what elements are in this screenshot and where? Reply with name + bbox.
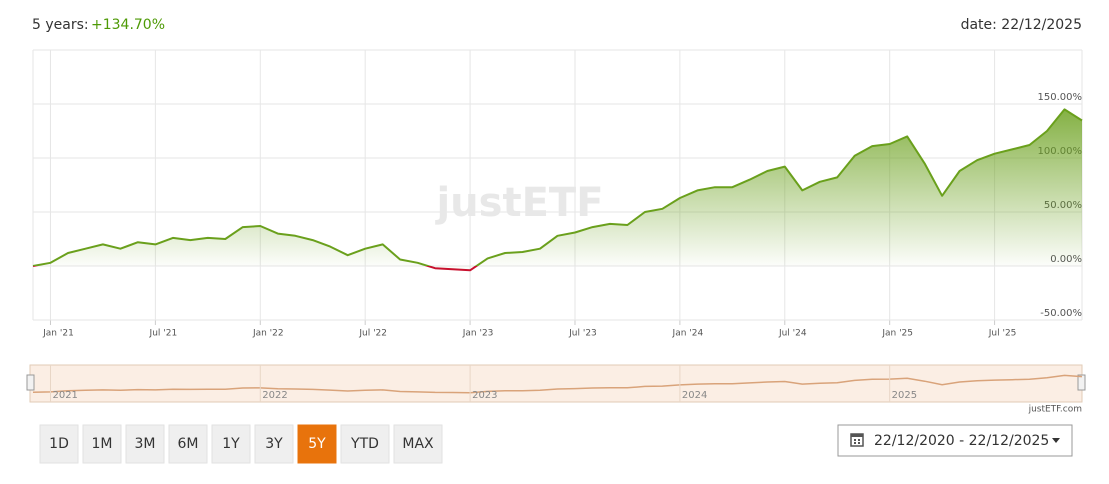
x-tick-label: Jan '23 [462, 329, 494, 339]
watermark: justETF [434, 180, 603, 226]
navigator-label: 2021 [52, 390, 77, 401]
credit: justETF.com [1028, 405, 1082, 415]
range-button-label[interactable]: 1M [92, 436, 113, 452]
x-tick-label: Jul '25 [988, 329, 1017, 339]
range-button-label[interactable]: 3Y [265, 436, 283, 452]
x-tick-label: Jul '24 [778, 329, 807, 339]
dropdown-caret [1052, 438, 1060, 443]
range-button[interactable] [168, 424, 208, 464]
navigator-label: 2023 [472, 390, 497, 401]
range-button[interactable] [39, 424, 79, 464]
range-button-label[interactable]: 5Y [308, 436, 326, 452]
x-tick-label: Jul '21 [149, 329, 178, 339]
date-range-picker[interactable] [837, 424, 1073, 457]
period-label: 5 years: [32, 17, 89, 33]
range-button-label[interactable]: 1Y [222, 436, 240, 452]
range-button[interactable] [297, 424, 337, 464]
navigator-label: 2022 [262, 390, 287, 401]
navigator-line [32, 374, 1083, 394]
navigator-handle[interactable] [26, 374, 35, 391]
area [33, 109, 1082, 271]
y-tick-label: -50.00% [1040, 308, 1082, 319]
range-button[interactable] [82, 424, 122, 464]
navigator-label: 2025 [892, 390, 917, 401]
range-button-label[interactable]: YTD [350, 436, 379, 452]
range-button[interactable] [393, 424, 443, 464]
x-tick-label: Jan '22 [252, 329, 284, 339]
period-change: +134.70% [91, 17, 165, 33]
line [32, 108, 1083, 272]
x-tick-label: Jul '23 [568, 329, 597, 339]
navigator-handle[interactable] [1077, 374, 1086, 391]
range-button-label[interactable]: 1D [49, 436, 69, 452]
navigator-label: 2024 [682, 390, 707, 401]
navigator[interactable] [29, 364, 1083, 403]
range-button[interactable] [254, 424, 294, 464]
date-label: date: 22/12/2025 [961, 17, 1082, 33]
y-tick-label: 150.00% [1038, 92, 1083, 103]
range-button[interactable] [340, 424, 390, 464]
calendar-icon [850, 433, 864, 447]
x-tick-label: Jan '21 [42, 329, 74, 339]
x-tick-label: Jan '24 [672, 329, 704, 339]
x-tick-label: Jul '22 [358, 329, 387, 339]
date-range: 22/12/2020 - 22/12/2025 [874, 433, 1049, 449]
range-button-label[interactable]: MAX [402, 436, 434, 452]
range-button-label[interactable]: 6M [178, 436, 199, 452]
range-button-label[interactable]: 3M [135, 436, 156, 452]
range-button[interactable] [125, 424, 165, 464]
x-tick-label: Jan '25 [881, 329, 913, 339]
range-button[interactable] [211, 424, 251, 464]
